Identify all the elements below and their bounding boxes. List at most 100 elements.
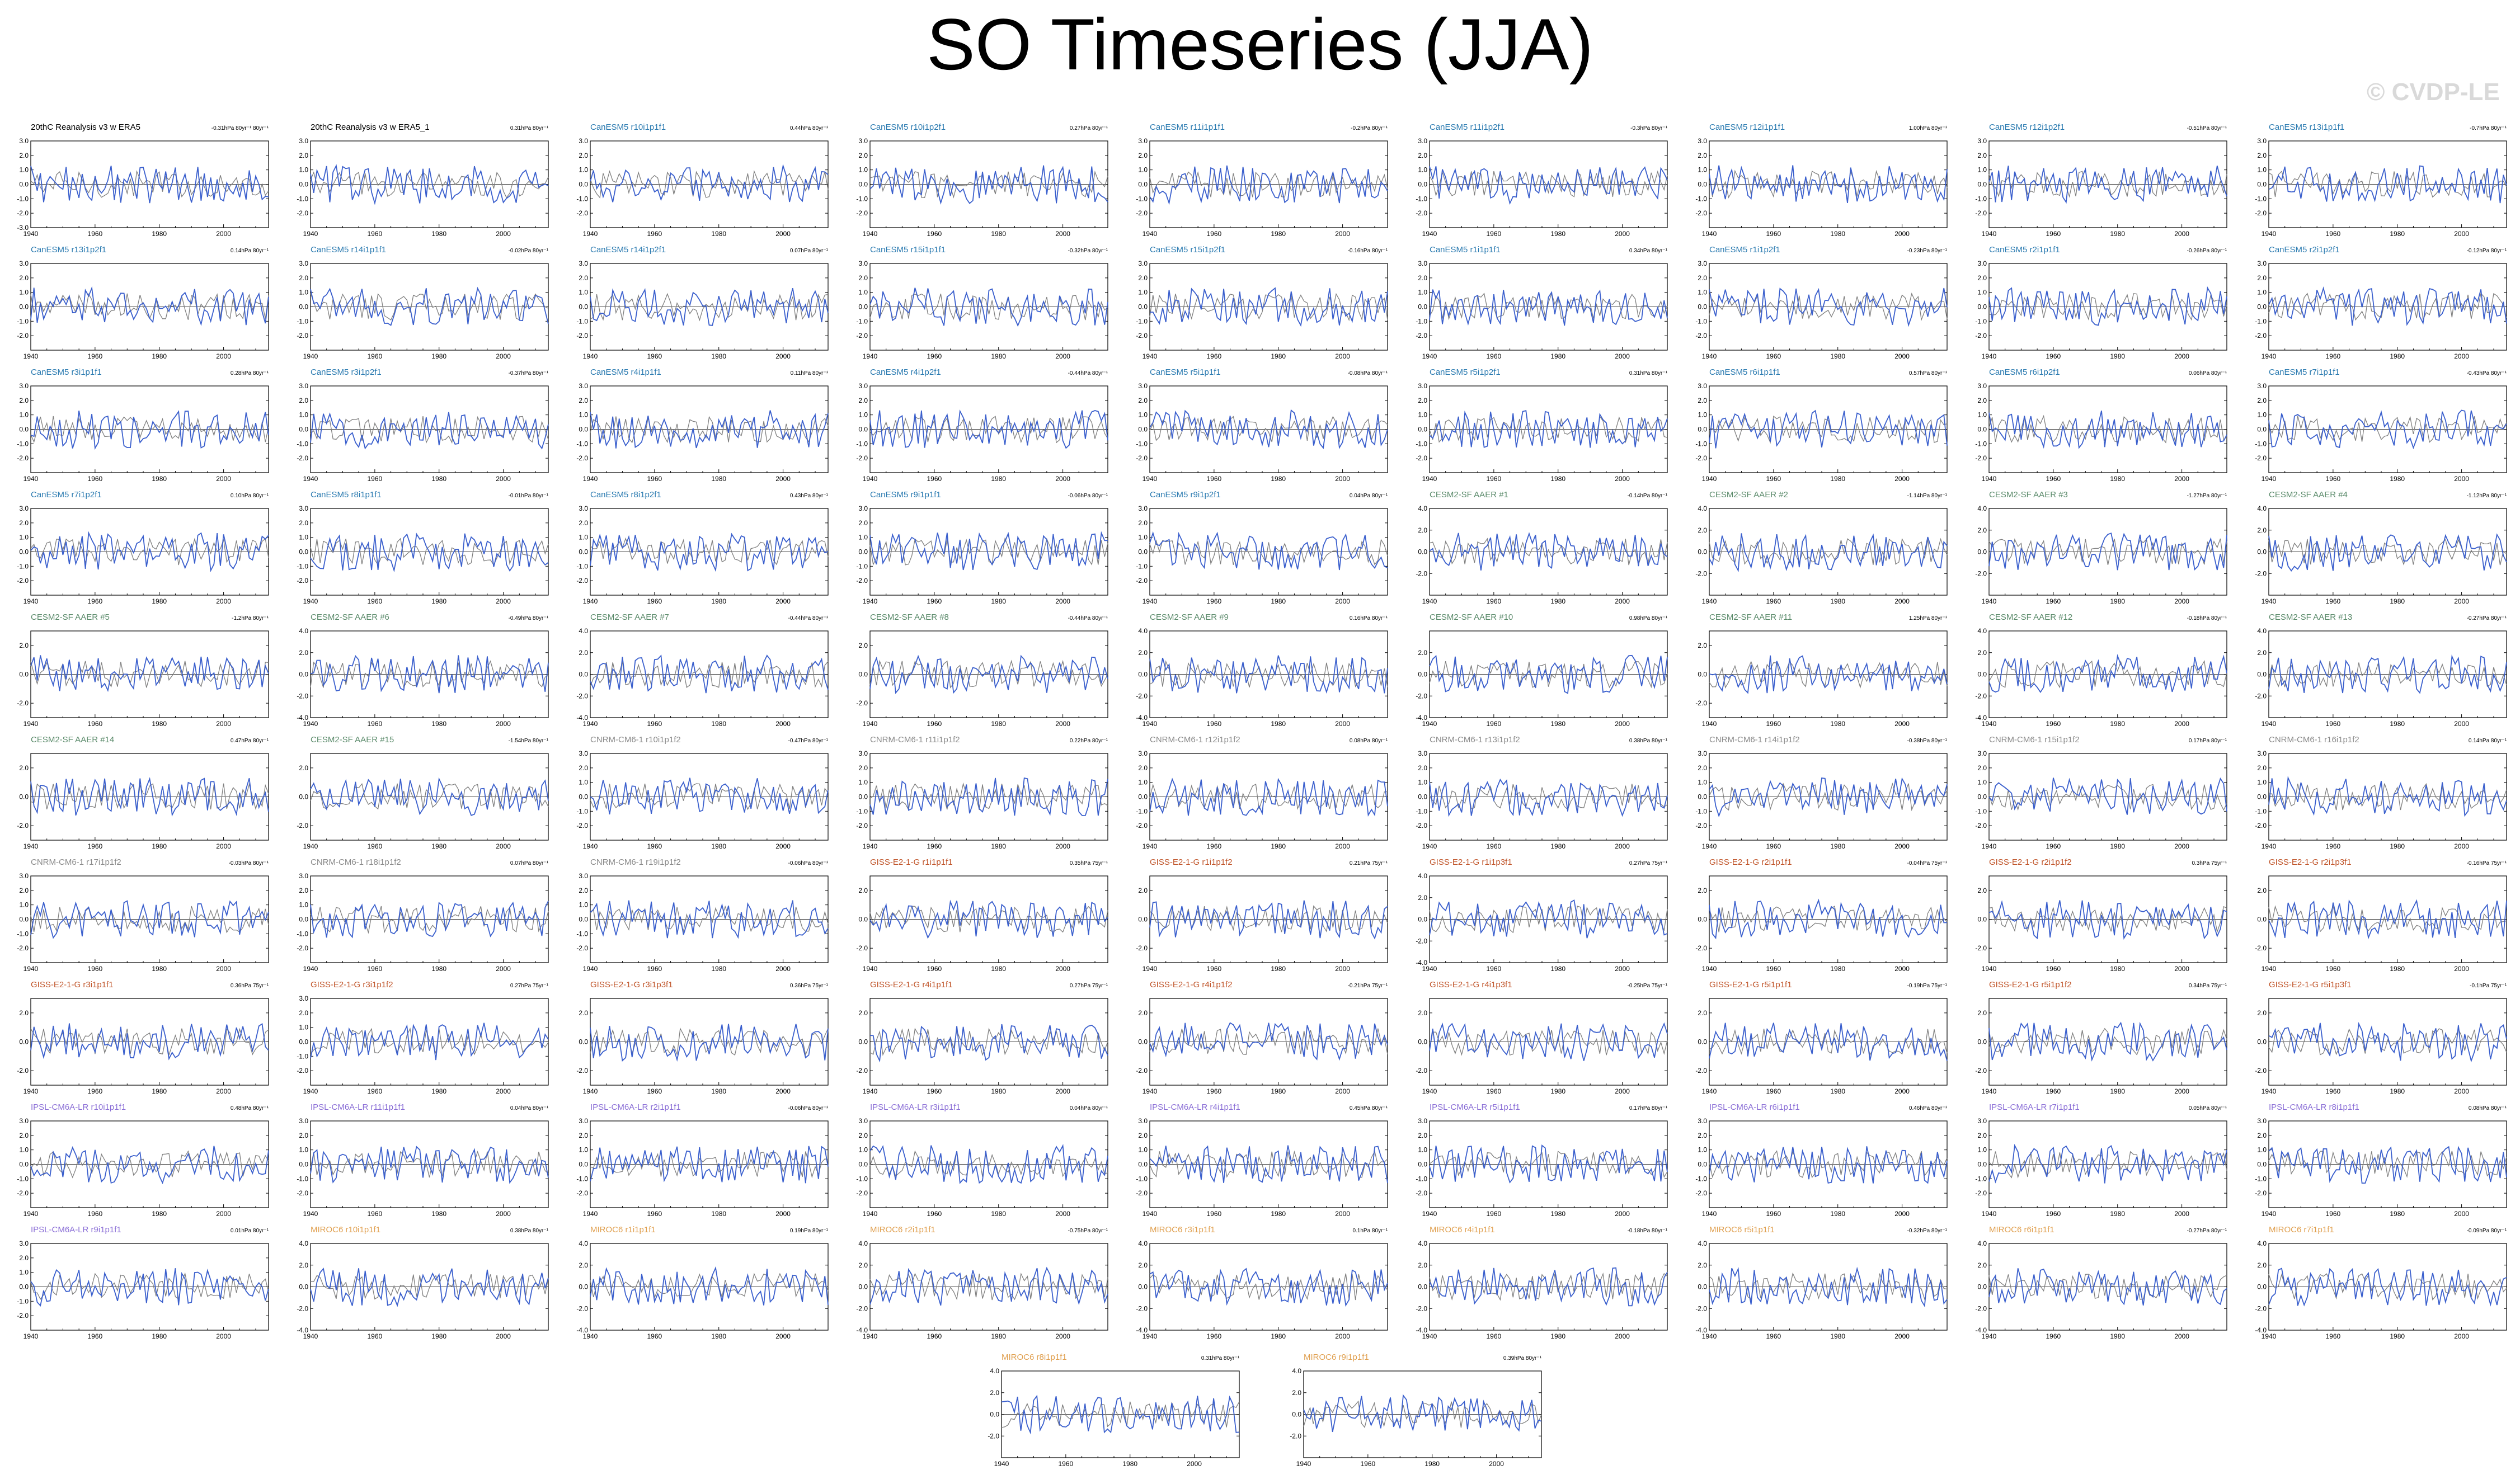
model-series-line	[1988, 286, 2227, 326]
y-tick-label: 3.0	[19, 505, 29, 512]
y-tick-label: -2.0	[1416, 454, 1427, 462]
y-tick-label: -2.0	[1136, 1067, 1148, 1075]
chart-panel: CESM2-SF AAER #14 0.47hPa 80yr⁻¹ 2.0 0.0 -2.…	[17, 735, 269, 850]
chart-panel: MIROC6 r1i1p1f1 0.19hPa 80yr⁻¹ 4.0 2.0 0.0 -2…	[576, 1225, 829, 1340]
panel-title: GISS-E2-1-G r5i1p3f1	[2269, 980, 2352, 990]
model-series-line	[590, 533, 829, 572]
y-tick-label: 4.0	[2257, 505, 2267, 512]
y-tick-label: -1.0	[2255, 807, 2267, 815]
x-tick-label: 2000	[1615, 475, 1630, 483]
x-tick-label: 1960	[1766, 842, 1781, 850]
y-tick-label: 1.0	[579, 1146, 588, 1154]
x-tick-label: 2000	[1055, 597, 1070, 605]
x-tick-label: 2000	[2454, 1210, 2469, 1218]
model-series-line	[869, 777, 1108, 816]
x-tick-label: 2000	[2174, 352, 2189, 360]
y-tick-label: -2.0	[17, 699, 29, 707]
x-tick-label: 2000	[2174, 475, 2189, 483]
y-tick-label: -1.0	[1136, 440, 1148, 447]
x-tick-label: 1980	[431, 1332, 446, 1340]
y-tick-label: -2.0	[17, 577, 29, 585]
chart-panel: MIROC6 r4i1p1f1 -0.18hPa 80yr⁻¹ 4.0 2.0 0.0 -…	[1416, 1225, 1668, 1340]
y-tick-label: -1.0	[17, 195, 29, 202]
x-tick-label: 1940	[303, 720, 318, 728]
y-tick-label: -4.0	[2255, 1326, 2267, 1334]
model-series-line	[1709, 288, 1948, 327]
x-tick-label: 2000	[1055, 352, 1070, 360]
y-tick-label: -2.0	[1136, 822, 1148, 830]
y-tick-label: 2.0	[19, 1009, 29, 1017]
x-tick-label: 1940	[23, 475, 39, 483]
panel-title: MIROC6 r4i1p1f1	[1430, 1225, 1495, 1235]
x-tick-label: 1940	[1702, 1332, 1717, 1340]
y-tick-label: -2.0	[988, 1432, 999, 1440]
x-tick-label: 1940	[1143, 965, 1158, 973]
chart-panel: CanESM5 r10i1p2f1 0.27hPa 80yr⁻¹ 3.0 2.0 1.0…	[856, 123, 1108, 238]
y-tick-label: 1.0	[1418, 779, 1427, 786]
x-tick-label: 1940	[23, 1087, 39, 1095]
chart-panel: CanESM5 r14i1p1f1 -0.02hPa 80yr⁻¹ 3.0 2.0 1.…	[297, 245, 549, 360]
trend-label: 0.44hPa 80yr⁻¹	[790, 125, 829, 131]
y-tick-label: -2.0	[1136, 1189, 1148, 1197]
y-tick-label: 3.0	[1698, 137, 1707, 145]
x-tick-label: 1980	[2390, 597, 2405, 605]
model-series-line	[310, 286, 549, 326]
model-series-line	[1988, 533, 2227, 571]
x-tick-label: 1960	[368, 1332, 383, 1340]
observation-series-line	[1988, 660, 2227, 689]
y-tick-label: 1.0	[19, 166, 29, 174]
x-tick-label: 1940	[1702, 842, 1717, 850]
y-tick-label: -2.0	[1975, 1304, 1987, 1312]
y-tick-label: 0.0	[579, 426, 588, 434]
y-tick-label: 1.0	[1138, 534, 1148, 541]
y-tick-label: 1.0	[19, 534, 29, 541]
y-tick-label: -4.0	[297, 714, 308, 722]
chart-panel: CESM2-SF AAER #11 1.25hPa 80yr⁻¹ 2.0 0.0 -2.…	[1695, 613, 1948, 728]
chart-panel: CanESM5 r2i1p1f1 -0.26hPa 80yr⁻¹ 3.0 2.0 1.0…	[1975, 245, 2227, 360]
observation-series-line	[2268, 1151, 2507, 1178]
x-tick-label: 1960	[88, 475, 103, 483]
x-tick-label: 1980	[1550, 1210, 1565, 1218]
panel-title: IPSL-CM6A-LR r3i1p1f1	[870, 1102, 961, 1112]
model-series-line	[30, 531, 269, 573]
chart-panel: CNRM-CM6-1 r14i1p1f2 -0.38hPa 80yr⁻¹ 3.0 2.…	[1695, 735, 1948, 850]
y-tick-label: -2.0	[1975, 822, 1987, 830]
y-tick-label: -2.0	[1695, 209, 1707, 217]
model-series-line	[1149, 1145, 1388, 1183]
y-tick-label: 0.0	[1977, 671, 1987, 679]
y-tick-label: 1.0	[299, 1024, 308, 1031]
panel-title: CESM2-SF AAER #10	[1430, 613, 1513, 622]
y-tick-label: 2.0	[1138, 1132, 1148, 1139]
y-tick-label: 3.0	[579, 382, 588, 390]
y-tick-label: -1.0	[1695, 440, 1707, 447]
x-tick-label: 1980	[2390, 1210, 2405, 1218]
y-tick-label: 0.0	[19, 303, 29, 311]
observation-series-line	[2268, 539, 2507, 566]
x-tick-label: 1980	[431, 475, 446, 483]
x-tick-label: 2000	[1615, 842, 1630, 850]
y-tick-label: -2.0	[17, 332, 29, 340]
x-tick-label: 2000	[1055, 1332, 1070, 1340]
chart-panel: CESM2-SF AAER #3 -1.27hPa 80yr⁻¹ 4.0 2.0 0.0…	[1975, 490, 2227, 605]
model-series-line	[1709, 533, 1948, 572]
y-tick-label: -2.0	[1975, 209, 1987, 217]
x-tick-label: 2000	[216, 475, 231, 483]
x-tick-label: 1940	[23, 1332, 39, 1340]
y-tick-label: -2.0	[856, 577, 868, 585]
y-tick-label: 2.0	[1418, 152, 1427, 159]
x-tick-label: 1980	[2390, 965, 2405, 973]
y-tick-label: 2.0	[2257, 397, 2267, 404]
model-series-line	[310, 901, 549, 939]
y-tick-label: -1.0	[1136, 195, 1148, 202]
x-tick-label: 1980	[2110, 1332, 2125, 1340]
y-tick-label: 2.0	[2257, 152, 2267, 159]
y-tick-label: 1.0	[1698, 779, 1707, 786]
y-tick-label: -2.0	[1695, 1304, 1707, 1312]
y-tick-label: 1.0	[1138, 289, 1148, 296]
trend-label: 0.17hPa 80yr⁻¹	[2189, 738, 2227, 744]
y-tick-label: 1.0	[858, 166, 868, 174]
y-tick-label: 0.0	[579, 1283, 588, 1291]
y-tick-label: 4.0	[1977, 1240, 1987, 1247]
x-tick-label: 1960	[1487, 965, 1502, 973]
observation-series-line	[1149, 1150, 1388, 1178]
